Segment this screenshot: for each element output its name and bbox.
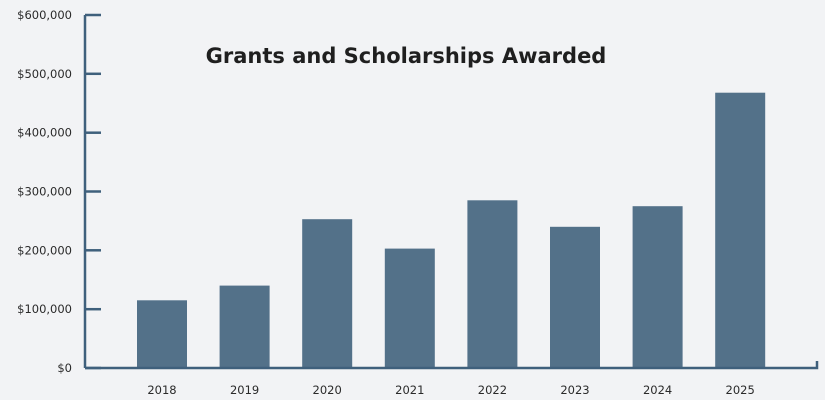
bar-2024: [632, 206, 683, 368]
bar-2020: [302, 219, 353, 368]
y-tick-label: $500,000: [17, 67, 72, 81]
y-tick-label: $400,000: [17, 126, 72, 140]
x-tick-label: 2022: [478, 383, 507, 397]
y-tick-label: $200,000: [17, 243, 72, 257]
x-axis-line: [85, 361, 819, 370]
bars-group: [137, 92, 766, 368]
labels-group: $0 $100,000 $200,000 $300,000 $400,000 $500,0…: [17, 8, 755, 397]
bar-2022: [467, 200, 518, 368]
x-tick-label: 2019: [230, 383, 259, 397]
chart-title: Grants and Scholarships Awarded: [206, 44, 607, 68]
x-tick-label: 2018: [147, 383, 176, 397]
x-tick-label: 2020: [313, 383, 342, 397]
y-tick-label: $0: [57, 361, 72, 375]
y-tick-label: $100,000: [17, 302, 72, 316]
bar-2018: [137, 300, 187, 368]
bar-2025: [715, 92, 766, 368]
y-tick-label: $600,000: [17, 8, 72, 22]
bar-2019: [219, 285, 270, 368]
axes-group: [83, 13, 819, 370]
x-tick-label: 2024: [643, 383, 672, 397]
bar-2023: [550, 226, 600, 368]
x-tick-label: 2023: [560, 383, 589, 397]
y-tick-label: $300,000: [17, 185, 72, 199]
bar-2021: [384, 248, 435, 368]
x-tick-label: 2021: [395, 383, 424, 397]
x-tick-label: 2025: [726, 383, 755, 397]
